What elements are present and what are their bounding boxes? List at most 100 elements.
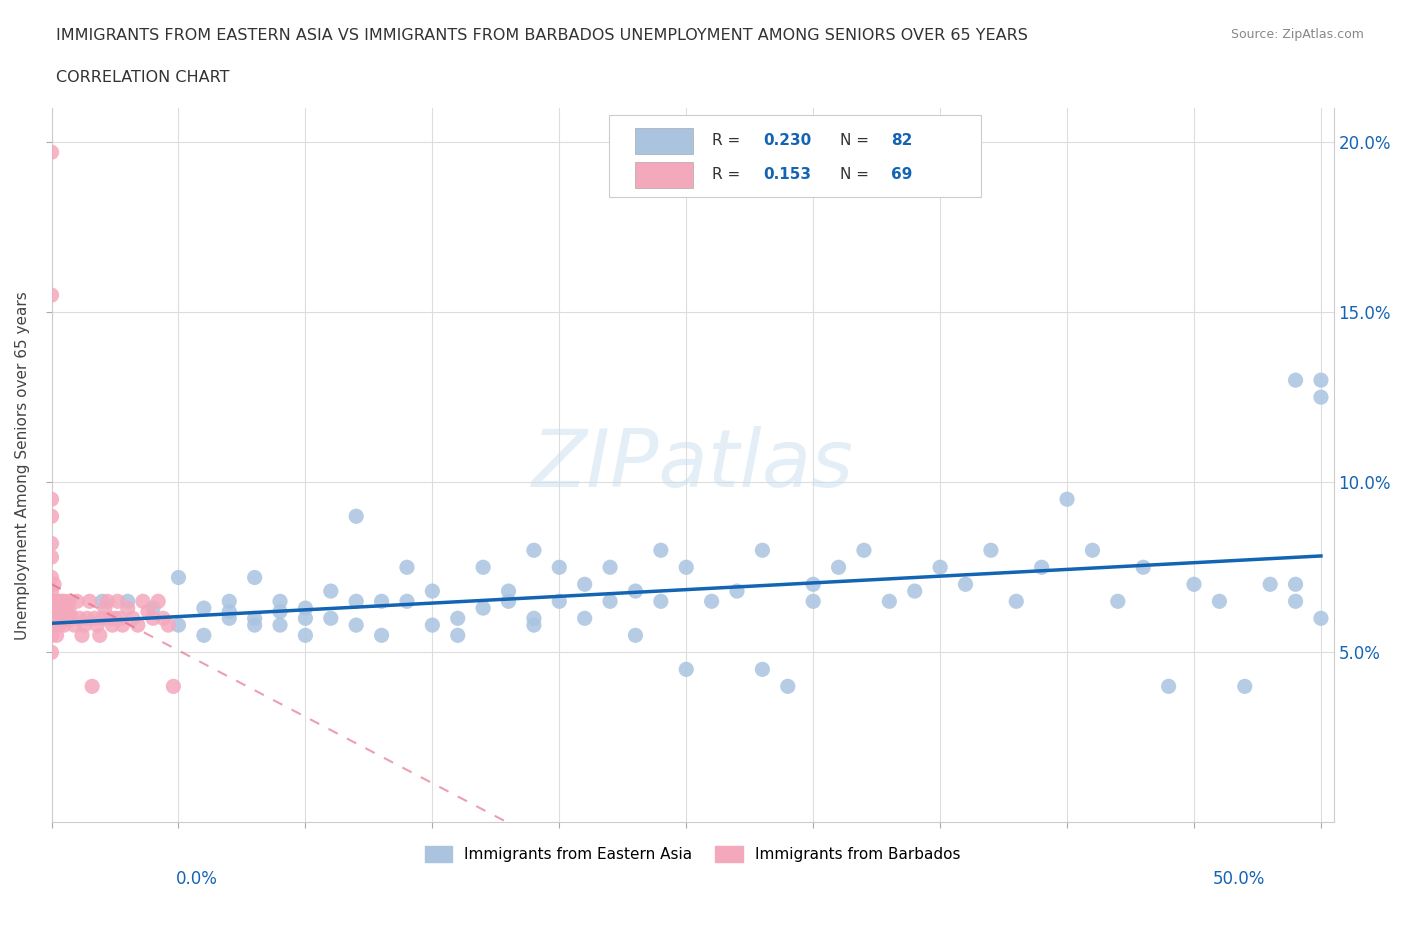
Point xyxy=(395,594,418,609)
Point xyxy=(94,601,117,616)
Point xyxy=(269,594,291,609)
Point xyxy=(41,618,63,632)
Point xyxy=(1284,594,1306,609)
Point xyxy=(121,611,143,626)
Text: R =: R = xyxy=(711,133,745,148)
Text: N =: N = xyxy=(839,166,875,181)
Point xyxy=(86,618,108,632)
Point xyxy=(852,543,875,558)
Point xyxy=(41,550,63,565)
Point xyxy=(1233,679,1256,694)
Point xyxy=(1005,594,1028,609)
Point xyxy=(41,611,63,626)
Point xyxy=(167,618,190,632)
Point xyxy=(1056,492,1078,507)
Point xyxy=(45,618,67,632)
Point xyxy=(523,618,546,632)
Point xyxy=(751,662,773,677)
Point xyxy=(472,601,495,616)
Point xyxy=(523,611,546,626)
Point xyxy=(1081,543,1104,558)
Point xyxy=(63,618,86,632)
Point xyxy=(548,560,571,575)
Point xyxy=(48,594,70,609)
Point xyxy=(1031,560,1053,575)
Point xyxy=(447,611,470,626)
Point xyxy=(218,594,240,609)
Point xyxy=(472,560,495,575)
Point xyxy=(319,611,342,626)
Point xyxy=(98,611,121,626)
Point xyxy=(1284,577,1306,591)
Point xyxy=(700,594,723,609)
Point xyxy=(243,570,266,585)
Point xyxy=(650,543,672,558)
Point xyxy=(91,594,114,609)
Point xyxy=(41,594,63,609)
Point xyxy=(48,611,70,626)
Point xyxy=(76,611,98,626)
Point xyxy=(42,594,65,609)
Point xyxy=(48,618,70,632)
Point xyxy=(69,611,91,626)
Point xyxy=(498,584,520,599)
Point xyxy=(108,611,131,626)
Point xyxy=(127,618,149,632)
FancyBboxPatch shape xyxy=(609,115,981,197)
Point xyxy=(193,628,215,643)
Point xyxy=(218,611,240,626)
Point xyxy=(395,560,418,575)
Point xyxy=(41,601,63,616)
Point xyxy=(1182,577,1205,591)
Point xyxy=(294,611,316,626)
Point xyxy=(929,560,952,575)
Point xyxy=(523,543,546,558)
Point xyxy=(344,509,367,524)
Point xyxy=(83,611,105,626)
Point xyxy=(111,618,134,632)
Legend: Immigrants from Eastern Asia, Immigrants from Barbados: Immigrants from Eastern Asia, Immigrants… xyxy=(419,840,967,869)
Point xyxy=(218,604,240,619)
Point xyxy=(45,611,67,626)
Point xyxy=(650,594,672,609)
Point xyxy=(776,679,799,694)
Point xyxy=(53,594,76,609)
Point xyxy=(675,560,697,575)
Point xyxy=(344,618,367,632)
Point xyxy=(725,584,748,599)
Point xyxy=(58,594,80,609)
Point xyxy=(1310,373,1333,388)
Point xyxy=(751,543,773,558)
Point xyxy=(41,145,63,160)
Point xyxy=(79,594,101,609)
FancyBboxPatch shape xyxy=(636,162,693,188)
Text: 50.0%: 50.0% xyxy=(1213,870,1265,887)
Point xyxy=(879,594,901,609)
Point xyxy=(45,594,67,609)
Point xyxy=(51,594,73,609)
Point xyxy=(243,611,266,626)
Point xyxy=(269,604,291,619)
Text: N =: N = xyxy=(839,133,875,148)
Point xyxy=(498,594,520,609)
FancyBboxPatch shape xyxy=(636,128,693,154)
Point xyxy=(89,628,111,643)
Point xyxy=(675,662,697,677)
Point xyxy=(599,594,621,609)
Text: 0.230: 0.230 xyxy=(763,133,811,148)
Point xyxy=(1208,594,1230,609)
Point xyxy=(162,679,184,694)
Point xyxy=(51,604,73,619)
Point xyxy=(53,618,76,632)
Point xyxy=(269,618,291,632)
Point xyxy=(42,577,65,591)
Point xyxy=(370,628,392,643)
Point xyxy=(91,611,114,626)
Point xyxy=(294,601,316,616)
Point xyxy=(801,577,824,591)
Point xyxy=(152,611,174,626)
Point xyxy=(53,611,76,626)
Point xyxy=(599,560,621,575)
Point xyxy=(370,594,392,609)
Text: 0.153: 0.153 xyxy=(763,166,811,181)
